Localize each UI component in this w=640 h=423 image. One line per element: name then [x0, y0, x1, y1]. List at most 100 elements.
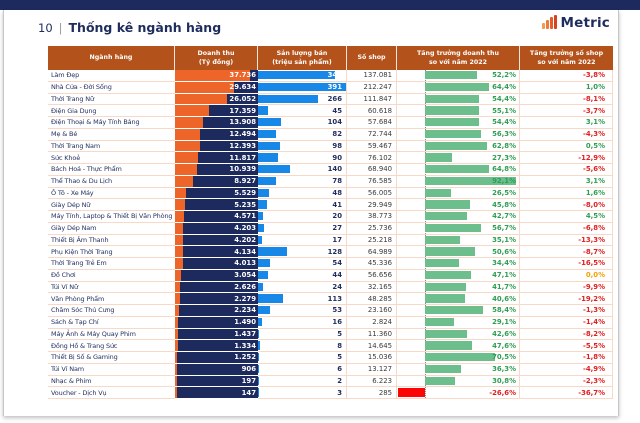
- revenue-bar: [175, 293, 180, 304]
- revenue-growth-bar: [424, 71, 477, 80]
- revenue-value: 4.013: [234, 259, 256, 268]
- revenue-growth-cell: 54,4%: [397, 117, 520, 129]
- revenue-growth-bar: [424, 306, 483, 315]
- table-row: Thời Trang Nữ 26.052 266 111.847 54,4% -8,1%: [48, 93, 613, 106]
- revenue-value: 37.736: [229, 71, 256, 80]
- shop-count-cell: 285: [347, 387, 397, 399]
- revenue-value: 1.437: [234, 329, 256, 338]
- revenue-growth-bar: [424, 341, 472, 350]
- header-category: Ngành hàng: [48, 46, 175, 70]
- shop-count-cell: 76.102: [347, 152, 397, 164]
- volume-bar: [258, 294, 284, 303]
- revenue-bar: [175, 328, 178, 340]
- revenue-growth-bar: [424, 329, 468, 338]
- revenue-growth-bar: [424, 141, 488, 150]
- category-cell: Thời Trang Trẻ Em: [48, 258, 175, 270]
- volume-cell: 53: [258, 305, 347, 317]
- volume-value: 27: [332, 224, 342, 233]
- shop-count-cell: 56.656: [347, 269, 397, 282]
- table-row: Đồ Chơi 3.054 44 56.656 47,1% 0,0%: [48, 269, 613, 282]
- table-row: Văn Phòng Phẩm 2.279 113 48.285 40,6% -19,2%: [48, 293, 613, 305]
- shop-count-cell: 76.585: [347, 175, 397, 188]
- revenue-growth-bar: [424, 317, 454, 326]
- revenue-cell: 1.490: [175, 316, 258, 329]
- shop-count-cell: 38.773: [347, 211, 397, 223]
- revenue-cell: 4.203: [175, 222, 258, 235]
- revenue-bar: [175, 281, 181, 293]
- table-row: Túi Ví Nam 906 6 13.127 36,3% -4,9%: [48, 363, 613, 376]
- shop-growth-cell: 0,0%: [520, 269, 613, 282]
- revenue-growth-bar: [424, 153, 452, 162]
- volume-bar: [258, 94, 318, 103]
- shop-count-cell: 6.223: [347, 375, 397, 388]
- category-cell: Đồng Hồ & Trang Sức: [48, 340, 175, 352]
- volume-value: 90: [332, 153, 342, 162]
- shop-growth-cell: -19,2%: [520, 293, 613, 305]
- revenue-cell: 37.736: [175, 70, 258, 82]
- volume-value: 113: [327, 294, 342, 303]
- shop-count-cell: 111.847: [347, 93, 397, 106]
- revenue-growth-cell: 26,5%: [397, 187, 520, 200]
- category-cell: Voucher - Dịch Vụ: [48, 387, 175, 399]
- revenue-cell: 8.927: [175, 175, 258, 188]
- revenue-growth-value: 62,8%: [492, 141, 516, 150]
- revenue-growth-bar: [424, 129, 481, 138]
- header-revenue-growth-line1: Tăng trưởng doanh thu: [416, 49, 500, 57]
- volume-value: 20: [332, 212, 342, 221]
- volume-value: 6: [337, 365, 342, 374]
- shop-count-cell: 2.824: [347, 316, 397, 329]
- revenue-growth-cell: 92,1%: [397, 175, 520, 188]
- revenue-growth-value: 40,6%: [492, 294, 516, 303]
- category-cell: Nhạc & Phim: [48, 376, 175, 388]
- table-row: Nhà Cửa - Đời Sống 29.634 391 212.247 64,4% 1…: [48, 81, 613, 94]
- revenue-growth-value: 55,1%: [492, 106, 516, 115]
- revenue-bar: [175, 140, 200, 152]
- table-body: Làm Đẹp 37.736 341 137.081 52,2% -3,8% Nhà Cửa…: [48, 70, 613, 399]
- volume-cell: 5: [258, 352, 347, 364]
- volume-cell: 98: [258, 140, 347, 153]
- revenue-growth-value: 54,4%: [492, 94, 516, 103]
- revenue-growth-value: 58,4%: [492, 306, 516, 315]
- revenue-growth-cell: 64,8%: [397, 164, 520, 176]
- shop-growth-cell: -8,1%: [520, 93, 613, 106]
- volume-value: 54: [332, 259, 342, 268]
- revenue-growth-cell: 30,8%: [397, 375, 520, 388]
- revenue-growth-bar: [424, 200, 471, 209]
- volume-value: 391: [327, 83, 342, 92]
- revenue-growth-value: 70,5%: [492, 353, 516, 362]
- shop-count-cell: 29.949: [347, 199, 397, 211]
- volume-value: 3: [337, 388, 342, 397]
- revenue-growth-bar: [424, 82, 489, 91]
- shop-growth-cell: 4,5%: [520, 211, 613, 223]
- revenue-value: 5.529: [234, 188, 256, 197]
- revenue-growth-cell: 56,3%: [397, 128, 520, 141]
- revenue-value: 12.393: [229, 141, 256, 150]
- revenue-growth-bar: [424, 270, 472, 279]
- revenue-growth-cell: 58,4%: [397, 305, 520, 317]
- volume-cell: 6: [258, 363, 347, 376]
- shop-growth-cell: -13,3%: [520, 234, 613, 247]
- volume-bar: [258, 188, 269, 197]
- volume-cell: 128: [258, 246, 347, 258]
- table-row: Thiết Bị Số & Gaming 1.252 5 15.036 70,5% -1,…: [48, 352, 613, 364]
- revenue-bar: [175, 128, 200, 140]
- shop-growth-cell: -12,9%: [520, 152, 613, 164]
- category-cell: Thời Trang Nam: [48, 141, 175, 153]
- volume-value: 140: [327, 165, 342, 174]
- revenue-value: 2.234: [234, 306, 256, 315]
- table-row: Túi Ví Nữ 2.626 24 32.165 41,7% -9,9%: [48, 281, 613, 294]
- revenue-growth-cell: 55,1%: [397, 105, 520, 117]
- revenue-growth-cell: 36,3%: [397, 363, 520, 376]
- volume-bar: [258, 118, 282, 127]
- volume-cell: 113: [258, 293, 347, 305]
- volume-bar: [258, 306, 270, 315]
- volume-cell: 78: [258, 175, 347, 188]
- shop-growth-cell: -16,5%: [520, 258, 613, 270]
- table-header-row: Ngành hàng Doanh thu (Tỷ đồng) Sản lượng…: [48, 46, 613, 70]
- volume-cell: 341: [258, 70, 347, 82]
- volume-bar: [258, 129, 277, 138]
- revenue-growth-cell: 29,1%: [397, 316, 520, 329]
- revenue-cell: 2.626: [175, 281, 258, 294]
- revenue-growth-value: 54,4%: [492, 118, 516, 127]
- shop-growth-cell: -1,8%: [520, 352, 613, 364]
